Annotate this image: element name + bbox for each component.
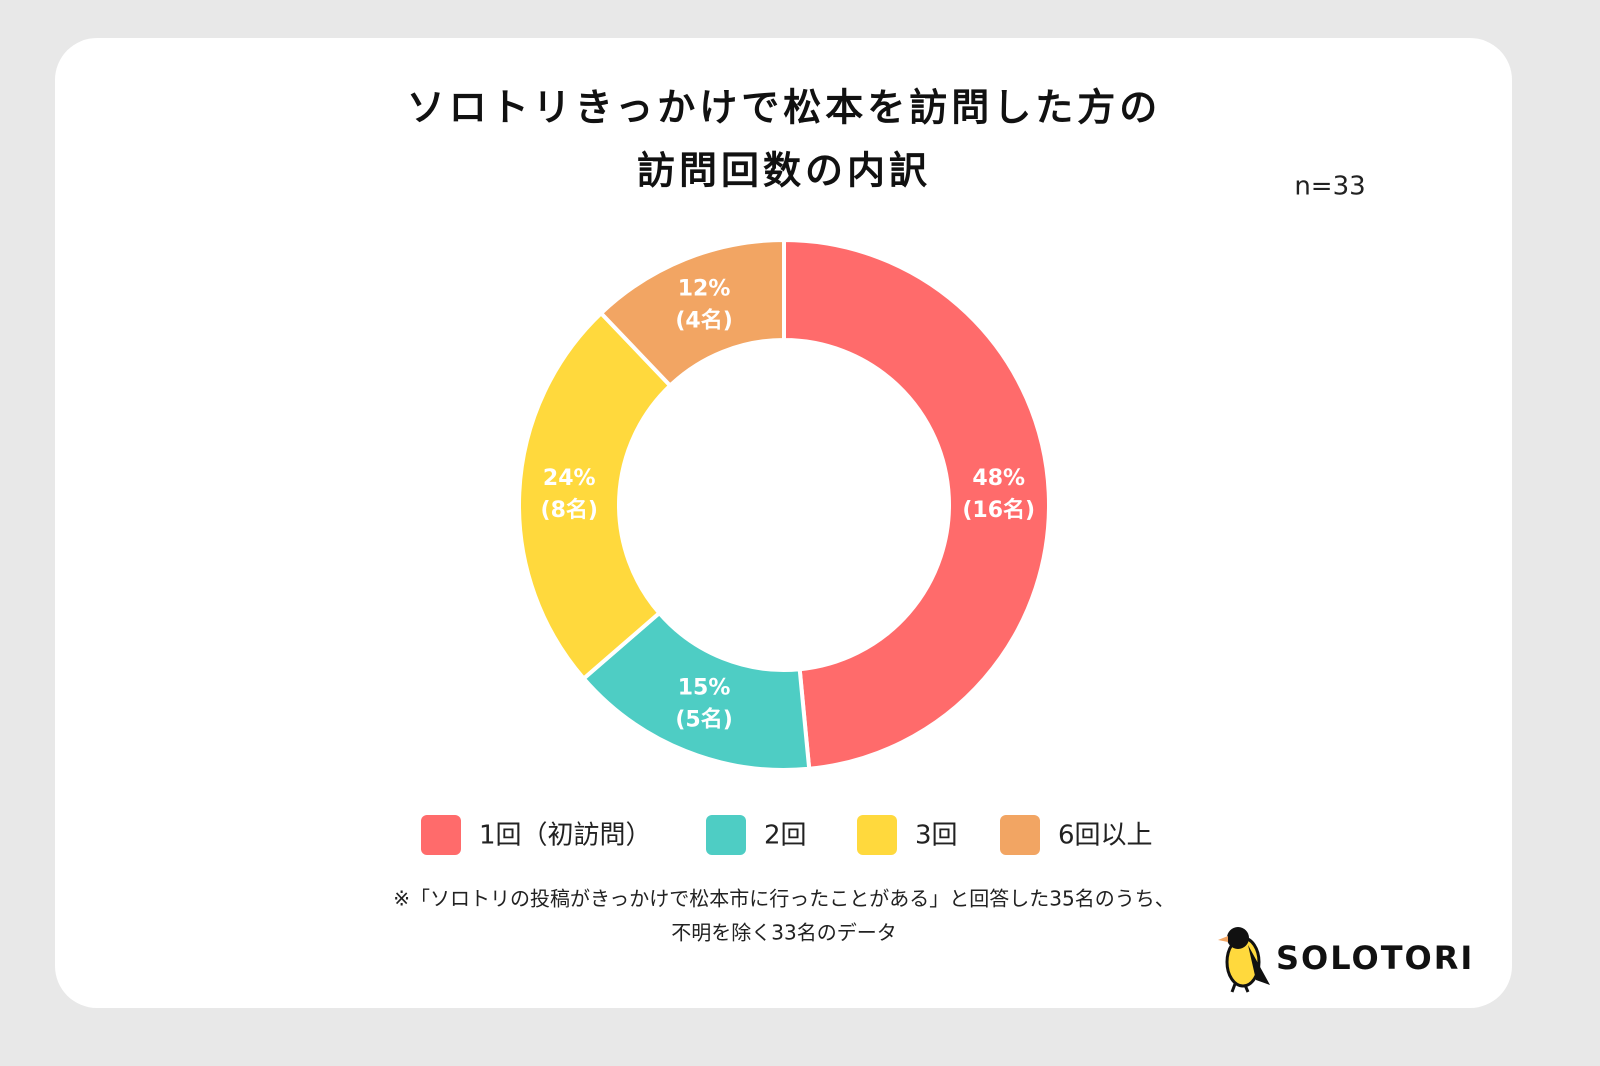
legend-label: 1回（初訪問） (479, 821, 652, 851)
brand-name: SOLOTORI (1276, 939, 1474, 977)
value-label: 12% (678, 276, 731, 301)
wedge (598, 237, 786, 389)
legend-swatch (421, 815, 461, 855)
legend-swatch (1000, 815, 1040, 855)
footnote: ※「ソロトリの投稿がきっかけで松本市に行ったことがある」と回答した35名のうち、 (393, 887, 1174, 911)
legend-label: 3回 (915, 821, 958, 851)
count-label: (16名) (962, 497, 1035, 523)
value-label: 24% (543, 466, 596, 491)
legend-swatch (706, 815, 746, 855)
count-label: (5名) (675, 707, 732, 733)
legend-label: 6回以上 (1058, 821, 1153, 851)
card (55, 38, 1512, 1008)
brand-logo (1218, 927, 1270, 993)
value-label: 15% (678, 676, 731, 701)
sample-note: n=33 (1294, 172, 1365, 202)
legend-label: 2回 (764, 821, 807, 851)
chart-title: 訪問回数の内訳 (637, 149, 931, 193)
legend: 1回（初訪問） 2回 3回 6回以上 (421, 815, 1153, 855)
wedge (782, 237, 1051, 771)
count-label: (8名) (541, 497, 598, 523)
legend-swatch (857, 815, 897, 855)
chart-title: ソロトリきっかけで松本を訪問した方の (407, 86, 1161, 130)
value-label: 48% (972, 466, 1025, 491)
footnote: 不明を除く33名のデータ (671, 921, 896, 945)
wedge (517, 310, 673, 682)
count-label: (4名) (675, 307, 732, 333)
donut: 48% (16名) 15% (5名) 24% (8名) 12% (4名) (517, 237, 1051, 772)
